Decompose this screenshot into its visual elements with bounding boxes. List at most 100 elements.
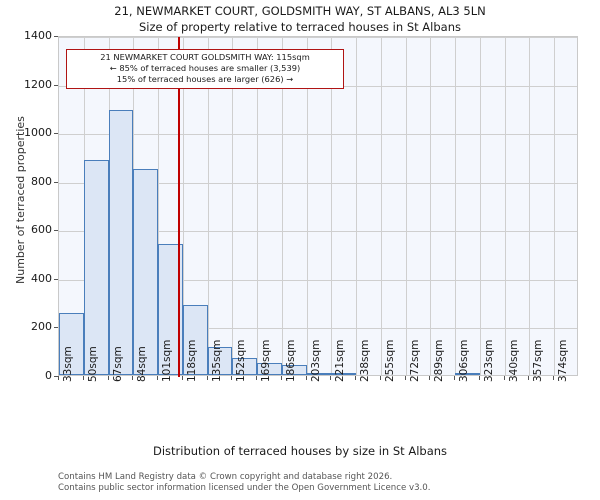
x-axis-tick-mark xyxy=(206,376,208,380)
footer-line-1: Contains HM Land Registry data © Crown c… xyxy=(58,472,393,482)
y-axis-tick-mark xyxy=(54,181,58,183)
bar xyxy=(281,365,307,375)
x-axis-tick-label: 33sqm xyxy=(62,346,74,382)
x-axis-tick-mark xyxy=(503,376,505,380)
y-axis-tick-mark xyxy=(54,327,58,329)
x-axis-tick-label: 374sqm xyxy=(557,339,570,382)
x-axis-tick-mark xyxy=(231,376,233,380)
y-axis-title: Number of terraced properties xyxy=(14,116,27,284)
gridline-vertical xyxy=(504,37,506,375)
x-axis-tick-label: 169sqm xyxy=(260,339,273,382)
chart-title-block: 21, NEWMARKET COURT, GOLDSMITH WAY, ST A… xyxy=(0,3,600,35)
gridline-horizontal xyxy=(59,328,577,330)
footer-attribution: Contains HM Land Registry data © Crown c… xyxy=(58,472,588,494)
x-axis-tick-label: 203sqm xyxy=(309,339,322,382)
x-axis-tick-label: 84sqm xyxy=(136,346,149,382)
x-axis-tick-label: 323sqm xyxy=(482,339,495,382)
x-axis-tick-label: 152sqm xyxy=(235,339,248,382)
y-axis-tick-label: 0 xyxy=(45,369,52,382)
x-axis-tick-mark xyxy=(330,376,332,380)
gridline-vertical xyxy=(182,37,184,375)
x-axis-tick-label: 135sqm xyxy=(210,339,223,382)
x-axis-tick-label: 186sqm xyxy=(284,339,297,382)
gridline-horizontal xyxy=(59,182,577,184)
property-annotation-box: 21 NEWMARKET COURT GOLDSMITH WAY: 115sqm… xyxy=(66,49,344,89)
gridline-horizontal xyxy=(59,231,577,233)
gridline-vertical xyxy=(529,37,531,375)
gridline-vertical xyxy=(281,37,283,375)
x-axis-tick-label: 357sqm xyxy=(532,339,545,382)
gridline-vertical xyxy=(430,37,432,375)
x-axis-tick-label: 238sqm xyxy=(359,339,372,382)
bar xyxy=(232,357,258,375)
bar xyxy=(133,168,159,375)
chart-subtitle: Size of property relative to terraced ho… xyxy=(139,20,461,34)
y-axis-tick-label: 1200 xyxy=(24,77,52,91)
x-axis-tick-label: 101sqm xyxy=(161,339,174,382)
gridline-horizontal xyxy=(59,279,577,281)
x-axis-tick-mark xyxy=(379,376,381,380)
gridline-vertical xyxy=(554,37,556,375)
x-axis-tick-label: 255sqm xyxy=(383,339,396,382)
x-axis-tick-label: 306sqm xyxy=(458,339,471,382)
x-axis-tick-label: 67sqm xyxy=(111,346,124,382)
x-axis-tick-label: 221sqm xyxy=(334,339,347,382)
x-axis-tick-label: 118sqm xyxy=(185,339,198,382)
x-axis-tick-mark xyxy=(132,376,134,380)
gridline-vertical xyxy=(207,37,209,375)
gridline-vertical xyxy=(232,37,234,375)
x-axis-tick-mark xyxy=(305,376,307,380)
y-axis-tick-label: 400 xyxy=(31,271,52,285)
gridline-vertical xyxy=(405,37,407,375)
plot-area xyxy=(58,36,578,377)
gridline-horizontal xyxy=(59,37,577,38)
gridline-vertical xyxy=(479,37,481,375)
x-axis-tick-mark xyxy=(82,376,84,380)
page-title: 21, NEWMARKET COURT, GOLDSMITH WAY, ST A… xyxy=(114,4,486,18)
gridline-vertical xyxy=(455,37,457,375)
x-axis-tick-label: 272sqm xyxy=(408,339,421,382)
gridline-vertical xyxy=(306,37,308,375)
x-axis-tick-mark xyxy=(528,376,530,380)
x-axis-tick-label: 289sqm xyxy=(433,339,446,382)
gridline-vertical xyxy=(380,37,382,375)
y-axis-tick-mark xyxy=(54,230,58,232)
y-axis-tick-label: 200 xyxy=(31,320,52,334)
bar xyxy=(182,304,208,375)
bar xyxy=(108,110,134,375)
y-axis-tick-label: 1000 xyxy=(24,126,52,140)
x-axis-tick-mark xyxy=(429,376,431,380)
gridline-horizontal xyxy=(59,134,577,136)
bar xyxy=(207,347,233,375)
x-axis-tick-mark xyxy=(404,376,406,380)
footer-line-2: Contains public sector information licen… xyxy=(58,483,431,493)
bar xyxy=(455,373,480,375)
x-axis-tick-mark xyxy=(454,376,456,380)
x-axis-tick-label: 50sqm xyxy=(86,346,99,382)
bar xyxy=(306,373,332,375)
x-axis-tick-mark xyxy=(58,376,59,380)
bar xyxy=(257,362,282,375)
x-axis-tick-mark xyxy=(280,376,282,380)
y-axis-tick-mark xyxy=(54,84,58,86)
bar xyxy=(83,160,109,375)
x-axis-tick-mark xyxy=(181,376,183,380)
y-axis-tick-label: 800 xyxy=(31,174,52,188)
y-axis-tick-mark xyxy=(54,278,58,280)
x-axis-tick-mark xyxy=(157,376,159,380)
y-axis-tick-mark xyxy=(54,376,58,377)
bar xyxy=(59,313,84,375)
gridline-vertical xyxy=(158,37,160,375)
x-axis-title: Distribution of terraced houses by size … xyxy=(152,444,448,458)
bar xyxy=(331,373,357,375)
annotation-line-3: 15% of terraced houses are larger (626) … xyxy=(116,74,294,84)
property-marker-line xyxy=(178,37,181,377)
gridline-vertical xyxy=(331,37,333,375)
x-axis-tick-label: 340sqm xyxy=(507,339,520,382)
x-axis-tick-mark xyxy=(553,376,555,380)
gridline-vertical xyxy=(257,37,259,375)
x-axis-tick-mark xyxy=(256,376,258,380)
y-axis-tick-mark xyxy=(54,133,58,135)
x-axis-tick-mark xyxy=(107,376,109,380)
annotation-line-2: ← 85% of terraced houses are smaller (3,… xyxy=(109,63,301,73)
